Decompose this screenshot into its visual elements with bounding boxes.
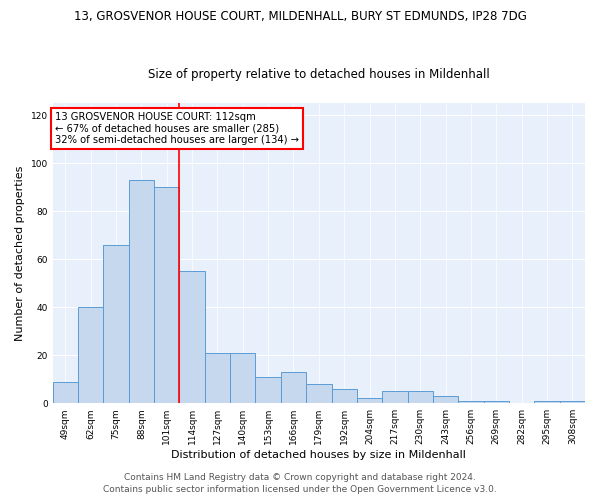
Bar bbox=[78, 307, 103, 403]
Bar bbox=[458, 401, 484, 403]
Bar bbox=[230, 353, 256, 403]
Bar bbox=[281, 372, 306, 403]
Bar bbox=[357, 398, 382, 403]
Y-axis label: Number of detached properties: Number of detached properties bbox=[15, 166, 25, 341]
Bar bbox=[256, 377, 281, 403]
Bar bbox=[129, 180, 154, 403]
Bar bbox=[179, 271, 205, 403]
Text: 13 GROSVENOR HOUSE COURT: 112sqm
← 67% of detached houses are smaller (285)
32% : 13 GROSVENOR HOUSE COURT: 112sqm ← 67% o… bbox=[55, 112, 299, 145]
Bar bbox=[53, 382, 78, 403]
Bar bbox=[306, 384, 332, 403]
Bar bbox=[332, 389, 357, 403]
Text: 13, GROSVENOR HOUSE COURT, MILDENHALL, BURY ST EDMUNDS, IP28 7DG: 13, GROSVENOR HOUSE COURT, MILDENHALL, B… bbox=[74, 10, 526, 23]
Bar bbox=[382, 391, 407, 403]
Text: Contains HM Land Registry data © Crown copyright and database right 2024.
Contai: Contains HM Land Registry data © Crown c… bbox=[103, 472, 497, 494]
Bar bbox=[103, 244, 129, 403]
Bar bbox=[560, 401, 585, 403]
X-axis label: Distribution of detached houses by size in Mildenhall: Distribution of detached houses by size … bbox=[172, 450, 466, 460]
Title: Size of property relative to detached houses in Mildenhall: Size of property relative to detached ho… bbox=[148, 68, 490, 81]
Bar bbox=[535, 401, 560, 403]
Bar bbox=[407, 391, 433, 403]
Bar bbox=[433, 396, 458, 403]
Bar bbox=[154, 187, 179, 403]
Bar bbox=[484, 401, 509, 403]
Bar bbox=[205, 353, 230, 403]
